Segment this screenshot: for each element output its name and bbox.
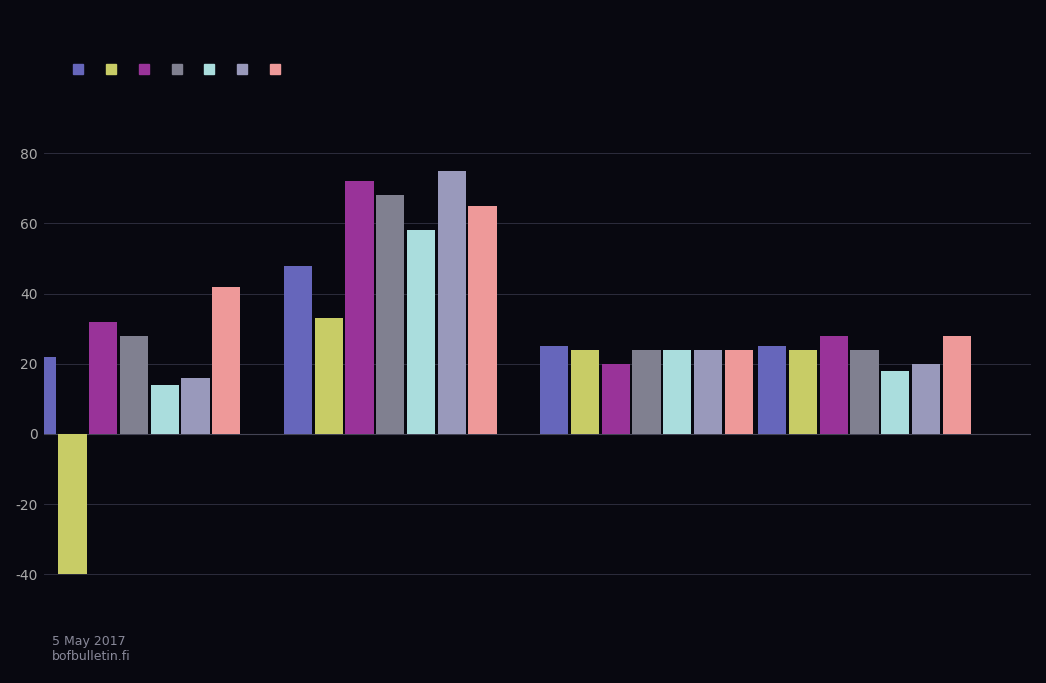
Bar xyxy=(89,322,117,434)
Legend:  ,  ,  ,  ,  ,  ,  : , , , , , , xyxy=(70,58,291,81)
Bar xyxy=(407,230,435,434)
Bar xyxy=(120,336,149,434)
Bar xyxy=(315,318,343,434)
Bar xyxy=(212,287,241,434)
Bar xyxy=(59,434,87,574)
Bar xyxy=(377,195,405,434)
Bar xyxy=(571,350,599,434)
Bar xyxy=(725,350,753,434)
Bar xyxy=(912,364,940,434)
Bar xyxy=(693,350,722,434)
Bar xyxy=(881,371,909,434)
Bar xyxy=(469,206,497,434)
Bar xyxy=(283,266,312,434)
Bar xyxy=(540,346,568,434)
Bar xyxy=(633,350,661,434)
Bar xyxy=(601,364,630,434)
Bar xyxy=(663,350,691,434)
Bar xyxy=(942,336,971,434)
Bar xyxy=(820,336,847,434)
Bar xyxy=(345,181,373,434)
Text: 5 May 2017
bofbulletin.fi: 5 May 2017 bofbulletin.fi xyxy=(52,635,131,663)
Bar xyxy=(437,171,465,434)
Bar xyxy=(850,350,879,434)
Bar xyxy=(758,346,787,434)
Bar xyxy=(789,350,817,434)
Bar xyxy=(27,357,55,434)
Bar xyxy=(151,385,179,434)
Bar xyxy=(181,378,209,434)
